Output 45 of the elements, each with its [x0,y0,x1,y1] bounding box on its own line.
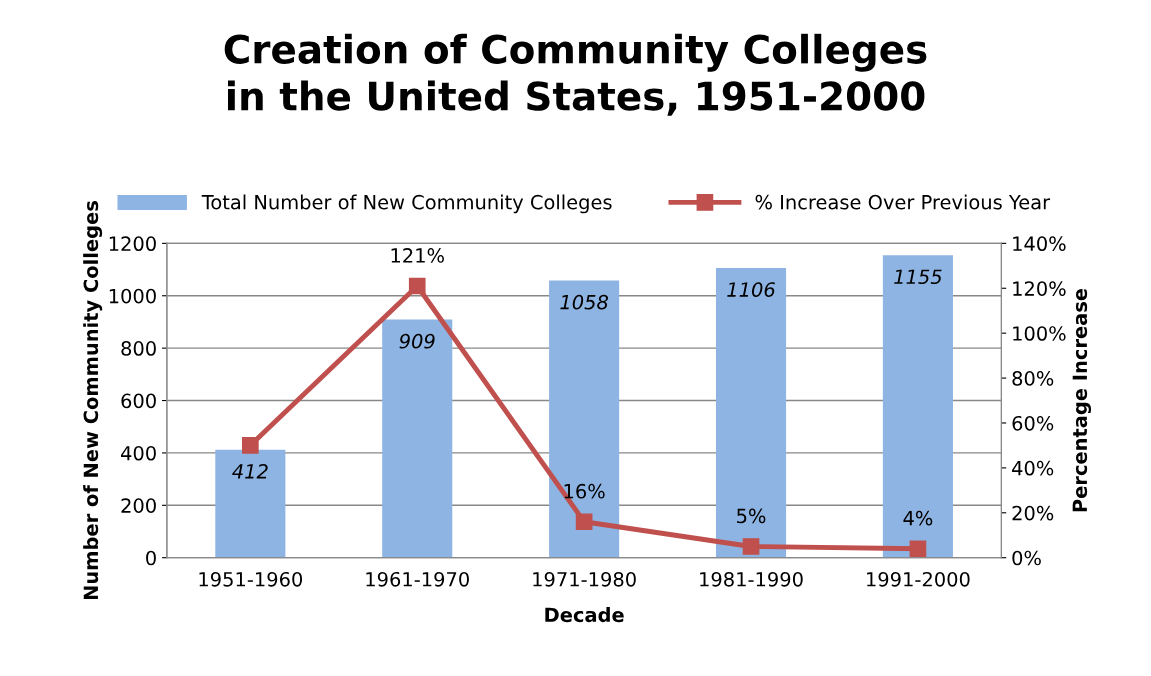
data-label: 1155 [894,269,942,285]
y2-tick-label: 80% [1012,371,1054,386]
bar [715,267,787,558]
x-tick-label: 1971-1980 [533,571,636,587]
y-tick-label: 200 [121,498,156,513]
x-tick-label: 1961-1970 [366,571,469,587]
data-label: 412 [232,464,268,479]
x-tick-label: 1981-1990 [700,571,803,587]
x-axis-title: Decade [545,607,624,623]
y-axis-title: Number of New Community Colleges [83,201,103,600]
y2-tick-label: 60% [1012,415,1054,431]
bar [382,319,453,558]
y2-axis-title: Percentage Increase [1072,288,1092,512]
point [909,540,927,558]
data-label: 5% [737,508,766,524]
bar [882,255,953,558]
y2-tick-label: 0% [1012,550,1041,566]
y-tick-label: 600 [121,393,156,409]
y2-tick-label: 140% [1013,236,1066,252]
point [408,277,426,295]
bar [549,280,620,558]
data-label: 1058 [560,294,609,310]
y-tick-label: 800 [121,341,156,356]
bar [215,449,286,558]
y2-tick-label: 40% [1012,460,1054,476]
data-label: 1106 [727,282,775,297]
data-label: 909 [399,333,435,349]
x-tick-label: 1951-1960 [199,571,303,587]
y-tick-label: 400 [121,445,156,461]
y2-tick-label: 120% [1013,281,1066,296]
y-tick-label: 0 [146,550,156,566]
y-tick-label: 1000 [109,288,156,304]
point [742,538,760,555]
y2-tick-label: 100% [1013,326,1066,341]
y2-tick-label: 20% [1012,505,1054,521]
data-label: 4% [903,510,933,526]
x-tick-label: 1991-2000 [867,571,970,587]
chart-title: Creation of Community Colleges in the United States, 1951-2000 [224,33,927,116]
point [242,437,259,454]
legend-label: Total Number of New Community Colleges [201,194,612,214]
data-label: 16% [564,483,605,499]
point [575,513,593,531]
y-tick-label: 1200 [109,236,156,252]
legend-label: % Increase Over Previous Year [755,194,1051,210]
data-label: 121% [391,248,444,263]
